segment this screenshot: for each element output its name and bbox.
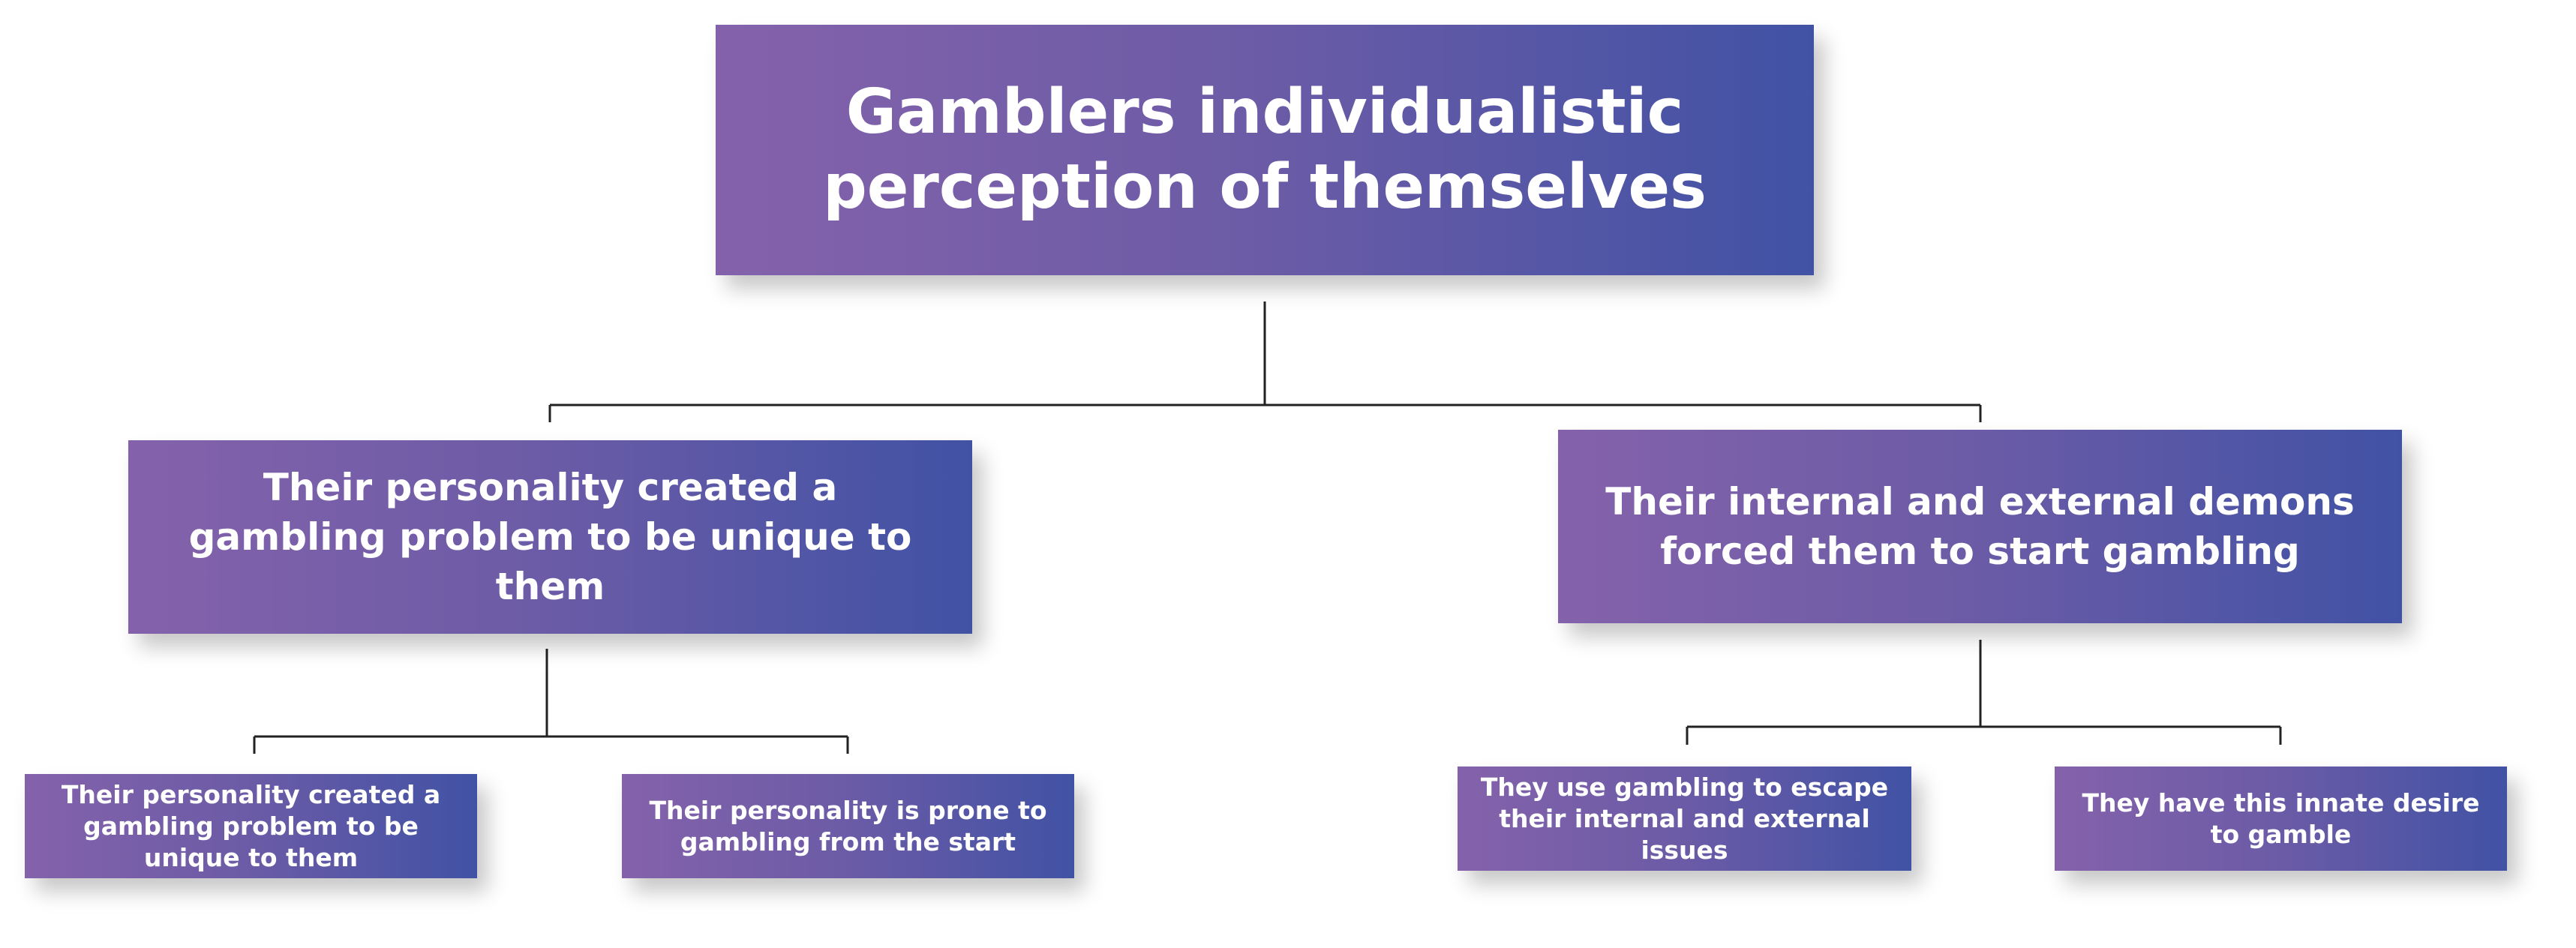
leaf-node-label: Their personality created a gambling pro… — [61, 779, 441, 872]
branch-node-personality: Their personality created a gambling pro… — [128, 440, 972, 634]
branch-node-label: Their internal and external demons force… — [1605, 480, 2355, 573]
root-node: Gamblers individualistic perception of t… — [716, 25, 1814, 275]
leaf-node-label: Their personality is prone to gambling f… — [649, 795, 1047, 856]
leaf-node-escape-issues: They use gambling to escape their intern… — [1458, 766, 1911, 871]
leaf-node-label: They use gambling to escape their intern… — [1480, 772, 1889, 865]
leaf-node-prone-to-gambling: Their personality is prone to gambling f… — [622, 774, 1074, 878]
leaf-node-unique-problem: Their personality created a gambling pro… — [25, 774, 477, 878]
branch-node-demons: Their internal and external demons force… — [1558, 430, 2402, 623]
leaf-node-label: They have this innate desire to gamble — [2082, 788, 2480, 849]
branch-node-label: Their personality created a gambling pro… — [188, 466, 912, 608]
leaf-node-innate-desire: They have this innate desire to gamble — [2055, 766, 2507, 871]
root-node-label: Gamblers individualistic perception of t… — [823, 76, 1707, 223]
